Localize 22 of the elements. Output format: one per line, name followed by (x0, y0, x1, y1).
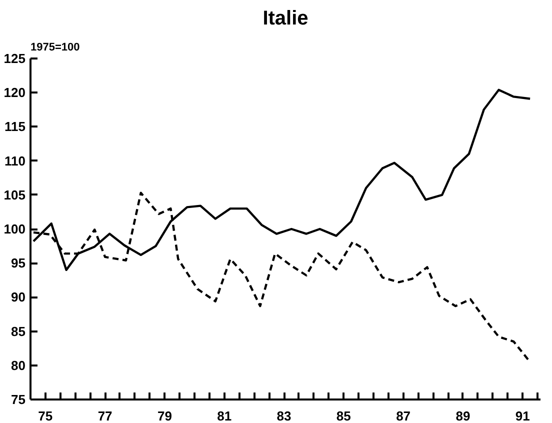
y-tick-label: 120 (4, 85, 26, 100)
x-tick-label: 87 (396, 408, 411, 423)
y-tick-label: 90 (11, 290, 26, 305)
y-tick-label: 80 (11, 358, 26, 373)
x-tick-label: 75 (38, 408, 53, 423)
x-tick-label: 83 (276, 408, 292, 423)
x-tick-label: 81 (217, 408, 232, 423)
x-tick-label: 79 (157, 408, 172, 423)
y-tick-label: 115 (4, 119, 26, 134)
chart-title: Italie (262, 8, 308, 30)
x-tick-label: 85 (336, 408, 351, 423)
y-axis-title: 1975=100 (30, 42, 80, 54)
y-tick-label: 105 (4, 187, 26, 202)
y-tick-label: 100 (4, 222, 26, 236)
y-tick-label: 95 (11, 256, 26, 271)
y-tick-label: 75 (11, 392, 26, 407)
x-tick-label: 89 (456, 408, 470, 423)
y-tick-label: 125 (4, 51, 26, 66)
x-tick-label: 91 (515, 408, 530, 423)
y-tick-label: 85 (11, 324, 26, 339)
x-tick-label: 77 (98, 408, 112, 423)
y-tick-label: 110 (4, 153, 26, 168)
